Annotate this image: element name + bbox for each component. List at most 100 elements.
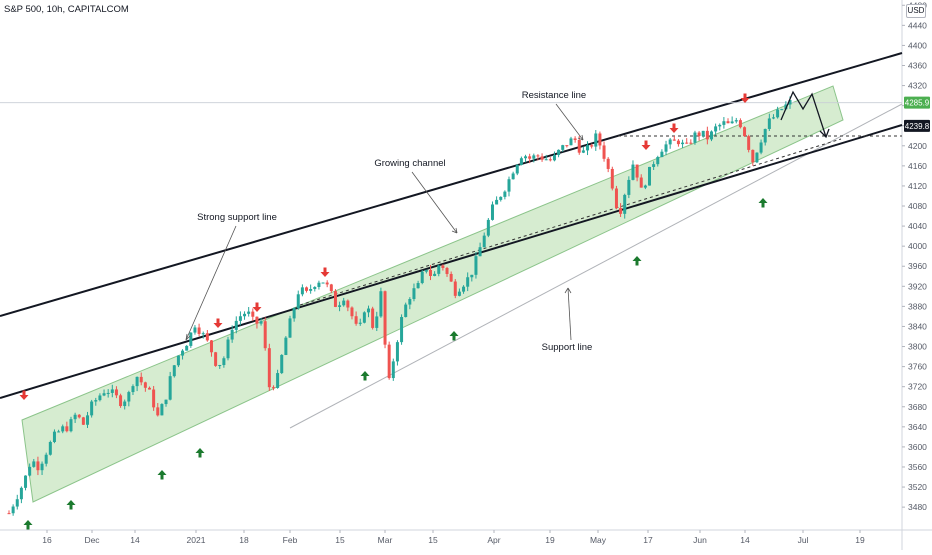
candle-body	[44, 454, 48, 464]
candle-body	[98, 395, 102, 401]
candle-body	[24, 475, 28, 488]
x-tick-label: 18	[239, 535, 249, 545]
candle-body	[648, 166, 652, 186]
candle-body	[660, 151, 664, 158]
y-tick-label: 3560	[908, 462, 927, 472]
y-tick-label: 4120	[908, 181, 927, 191]
x-tick-label: Jun	[693, 535, 707, 545]
candle-body	[652, 164, 656, 167]
candle-body	[284, 337, 288, 355]
resistance-line	[0, 52, 903, 317]
resistance-pointer-head	[577, 134, 584, 141]
candle-body	[325, 282, 329, 285]
candle-body	[321, 282, 325, 284]
candle-body	[598, 133, 602, 146]
candle-body	[247, 311, 251, 314]
candle-body	[201, 333, 205, 335]
y-tick-label: 4000	[908, 241, 927, 251]
candle-body	[755, 152, 759, 163]
candle-body	[7, 513, 11, 515]
candle-body	[226, 339, 230, 359]
candle-body	[276, 373, 280, 388]
candle-body	[693, 132, 697, 143]
x-tick-label: 2021	[187, 535, 206, 545]
candle-body	[767, 118, 771, 129]
candle-body	[552, 154, 556, 161]
candle-body	[697, 132, 701, 137]
x-tick-label: May	[590, 535, 607, 545]
candle-body	[524, 156, 528, 159]
candle-body	[106, 392, 110, 394]
candle-body	[718, 124, 722, 127]
support-pointer-head	[564, 287, 572, 294]
candle-body	[57, 431, 61, 433]
candle-body	[193, 327, 197, 333]
candle-body	[147, 387, 151, 390]
candle-body	[519, 158, 523, 165]
up-signal-arrow	[632, 256, 642, 266]
candle-body	[722, 121, 726, 125]
candle-body	[110, 389, 114, 393]
up-signal-arrow	[758, 198, 768, 208]
candle-body	[346, 300, 350, 308]
up-signal-arrow	[157, 470, 167, 480]
y-tick-label: 3880	[908, 301, 927, 311]
candle-body	[131, 386, 135, 393]
candle-body	[94, 400, 98, 402]
candle-body	[197, 327, 201, 334]
candle-body	[726, 121, 730, 124]
y-tick-label: 4200	[908, 141, 927, 151]
y-tick-label: 4360	[908, 60, 927, 70]
candle-body	[48, 442, 52, 455]
candle-body	[771, 117, 775, 119]
candle-body	[495, 199, 499, 205]
candle-body	[478, 247, 482, 257]
x-tick-label: Feb	[283, 535, 298, 545]
currency-label[interactable]: USD	[906, 4, 926, 18]
candle-body	[176, 355, 180, 366]
candle-body	[73, 414, 77, 420]
candle-body	[412, 288, 416, 300]
growing-channel-label: Growing channel	[374, 158, 445, 169]
y-tick-label: 3920	[908, 281, 927, 291]
down-signal-arrow	[740, 93, 750, 103]
candle-body	[627, 179, 631, 195]
candle-body	[606, 158, 610, 169]
y-tick-label: 3520	[908, 482, 927, 492]
candle-body	[614, 188, 618, 209]
symbol-title: S&P 500, 10h, CAPITALCOM	[4, 4, 129, 15]
projection-path	[780, 90, 827, 138]
x-tick-label: 14	[130, 535, 140, 545]
candle-body	[11, 506, 15, 514]
candle-body	[532, 155, 536, 159]
candle-body	[172, 365, 176, 377]
growing-channel-pointer-head	[451, 227, 458, 234]
support-pointer	[567, 287, 572, 341]
x-tick-label: 15	[335, 535, 345, 545]
candle-body	[590, 145, 594, 147]
candle-body	[776, 109, 780, 118]
candle-body	[490, 204, 494, 220]
x-tick-label: Jul	[798, 535, 809, 545]
candle-body	[763, 128, 767, 143]
candle-body	[185, 345, 189, 351]
candle-body	[788, 100, 792, 105]
up-signal-arrow	[449, 331, 459, 341]
candle-body	[441, 265, 445, 268]
candle-body	[734, 120, 738, 122]
candle-body	[119, 395, 123, 407]
candle-body	[581, 150, 585, 153]
candle-body	[528, 156, 532, 159]
candle-body	[602, 145, 606, 159]
price-label-bg	[904, 96, 930, 109]
candle-body	[470, 274, 474, 278]
candle-body	[32, 461, 36, 467]
y-tick-label: 3640	[908, 422, 927, 432]
resistance-label: Resistance line	[522, 90, 586, 101]
candle-body	[205, 333, 209, 341]
candle-body	[329, 284, 333, 292]
candle-body	[28, 466, 32, 476]
candle-body	[503, 191, 507, 197]
